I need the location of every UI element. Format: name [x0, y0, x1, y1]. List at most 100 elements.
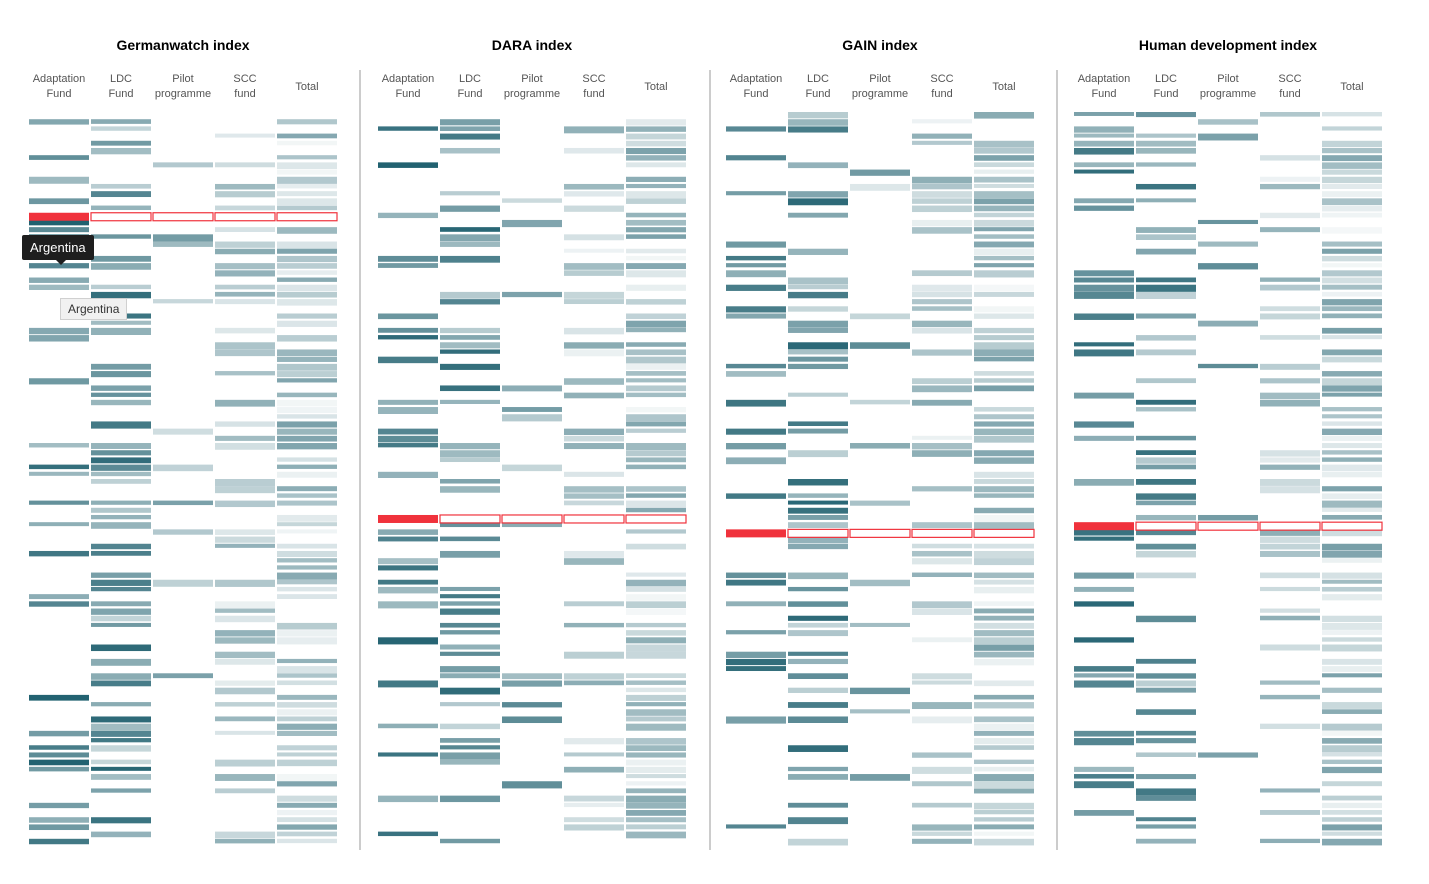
heatmap-cell [1136, 450, 1196, 455]
heatmap-cell [850, 622, 910, 627]
heatmap-cell [1322, 500, 1382, 508]
heatmap-cell [1136, 227, 1196, 233]
heatmap-cell [502, 716, 562, 724]
heatmap-cell [91, 723, 151, 731]
heatmap-cell [215, 291, 275, 297]
heatmap-cell [626, 371, 686, 376]
heatmap-cell [215, 435, 275, 441]
heatmap-cell [1322, 392, 1382, 397]
heatmap-cell [378, 212, 438, 219]
heatmap-cell [564, 183, 624, 190]
heatmap-cell [974, 730, 1034, 736]
heatmap-cell [378, 428, 438, 435]
heatmap-cell [788, 658, 848, 665]
heatmap-cell [1322, 586, 1382, 592]
heatmap-cell [91, 579, 151, 586]
heatmap-cell [912, 766, 972, 774]
heatmap-cell [974, 284, 1034, 292]
heatmap-cell [974, 176, 1034, 183]
heatmap-cell [850, 500, 910, 506]
heatmap-cell [1260, 680, 1320, 685]
heatmap-cell [440, 191, 500, 196]
heatmap-cell [378, 795, 438, 803]
heatmap-cell [1136, 464, 1196, 470]
heatmap-cell [440, 486, 500, 493]
heatmap-cell [153, 579, 213, 587]
heatmap-cell [626, 817, 686, 823]
heatmap-cell [1074, 666, 1134, 672]
heatmap-cell [215, 543, 275, 548]
heatmap-cell [215, 263, 275, 270]
column-header: fund [1279, 88, 1300, 100]
heatmap-cell [378, 407, 438, 414]
heatmap-cell [91, 471, 151, 477]
heatmap-cell [1136, 493, 1196, 500]
heatmap-cell [974, 493, 1034, 498]
heatmap-cell [91, 147, 151, 155]
heatmap-cell [788, 363, 848, 370]
heatmap-cell [1322, 227, 1382, 234]
heatmap-cell [277, 673, 337, 678]
heatmap-cell [440, 327, 500, 334]
heatmap-cell [974, 486, 1034, 493]
heatmap-cell [912, 608, 972, 615]
heatmap-cell [1322, 313, 1382, 319]
heatmap-cell [1074, 342, 1134, 347]
heatmap-cell [564, 651, 624, 659]
heatmap-cell [1260, 810, 1320, 815]
heatmap-cell [626, 594, 686, 601]
heatmap-cell [1136, 349, 1196, 356]
heatmap-cell [1322, 378, 1382, 386]
heatmap-cell [850, 579, 910, 587]
heatmap-cell [277, 183, 337, 189]
heatmap-cell [726, 457, 786, 465]
heatmap-cell [1260, 335, 1320, 340]
column-header: Pilot [869, 73, 890, 85]
heatmap-cell [726, 399, 786, 407]
heatmap-cell [626, 745, 686, 752]
heatmap-cell [1322, 443, 1382, 449]
column-header: Adaptation [382, 73, 435, 85]
heatmap-cell [1074, 738, 1134, 746]
heatmap-cell [726, 313, 786, 319]
heatmap-cell [29, 471, 89, 476]
heatmap-cell [564, 291, 624, 299]
heatmap-cell [91, 450, 151, 456]
highlight-cell-outline [214, 212, 276, 222]
heatmap-cell [974, 248, 1034, 256]
heatmap-cell [277, 666, 337, 674]
column-header: programme [852, 88, 908, 100]
heatmap-cell [626, 716, 686, 722]
heatmap-cell [1322, 709, 1382, 714]
heatmap-cell [1322, 428, 1382, 436]
heatmap-cell [974, 342, 1034, 350]
heatmap-cell [974, 306, 1034, 313]
heatmap-cell [29, 550, 89, 557]
heatmap-cell [440, 126, 500, 132]
heatmap-cell [440, 550, 500, 558]
heatmap-cell [1136, 234, 1196, 240]
heatmap-cell [974, 378, 1034, 383]
panel-title: Human development index [1139, 37, 1317, 53]
heatmap-cell [440, 644, 500, 650]
heatmap-cell [912, 601, 972, 609]
heatmap-cell [215, 637, 275, 644]
heatmap-cell [91, 702, 151, 707]
heatmap-cell [91, 716, 151, 723]
heatmap-cell [1074, 205, 1134, 211]
heatmap-cell [1074, 435, 1134, 441]
heatmap-cell [1074, 421, 1134, 428]
heatmap-cell [1322, 471, 1382, 478]
heatmap-cell [1074, 774, 1134, 779]
heatmap-cell [277, 543, 337, 549]
heatmap-cell [912, 838, 972, 844]
heatmap-cell [626, 126, 686, 132]
column-header: Adaptation [33, 73, 86, 85]
heatmap-cell [215, 421, 275, 427]
heatmap-cell [1322, 781, 1382, 787]
heatmap-cell [440, 630, 500, 635]
heatmap-cell [29, 335, 89, 342]
heatmap-cell [153, 529, 213, 535]
heatmap-cell [974, 414, 1034, 420]
heatmap-cell [726, 191, 786, 196]
